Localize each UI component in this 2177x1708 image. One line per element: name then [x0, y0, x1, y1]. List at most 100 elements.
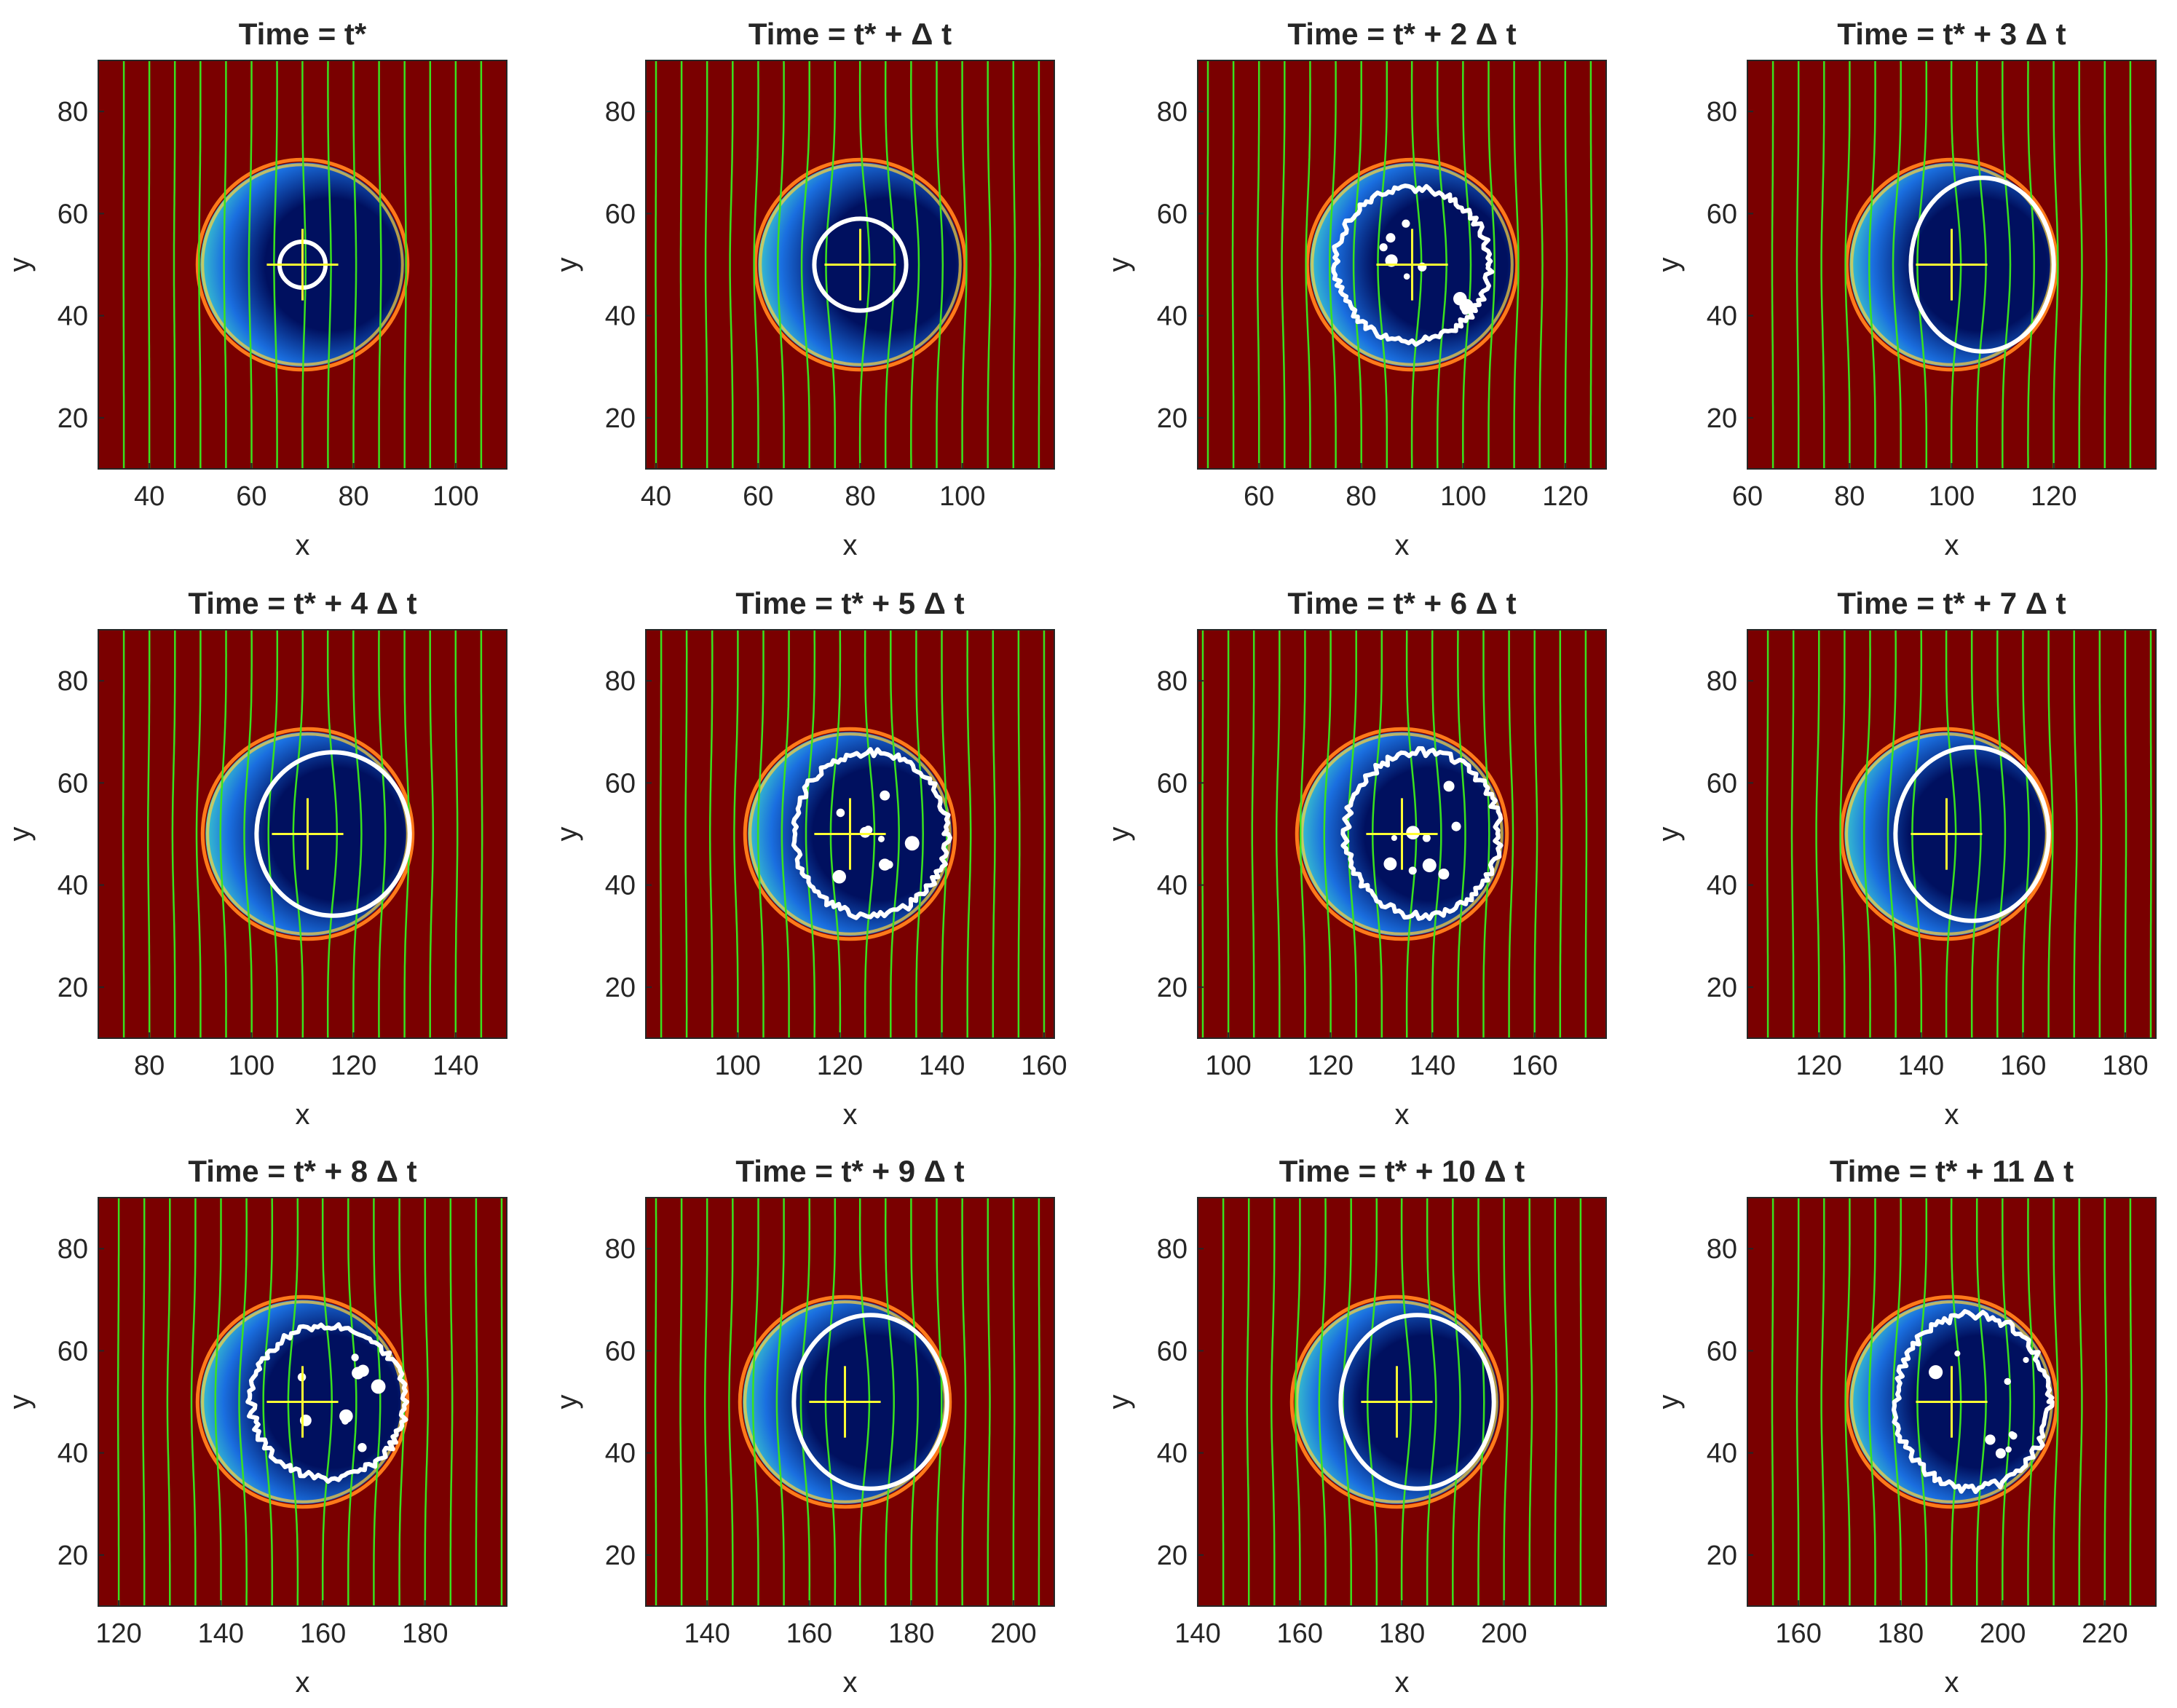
- y-tick-label: 40: [58, 301, 88, 332]
- streamline: [1275, 630, 1281, 1038]
- interface-fragment: [836, 808, 845, 818]
- subplot-title: Time = t*: [239, 17, 367, 51]
- y-tick-label: 20: [1157, 403, 1188, 434]
- plot-area: [98, 1198, 507, 1606]
- streamline: [756, 630, 764, 1038]
- interface-fragment: [1408, 866, 1417, 875]
- subplot-3: 60 80 100 120 20 40 60 80 Time = t* + 2 Δ t x y: [1103, 17, 1607, 561]
- y-tick-label: 60: [58, 768, 88, 799]
- x-tick-label: 100: [1205, 1051, 1251, 1081]
- x-tick-label: 120: [817, 1051, 863, 1081]
- interface-fragment: [1443, 780, 1455, 792]
- y-tick-label: 60: [1157, 199, 1188, 229]
- streamline: [262, 1198, 274, 1606]
- y-tick-label: 80: [1157, 97, 1188, 127]
- particle-outer-rim: [1295, 727, 1509, 941]
- streamline: [890, 630, 900, 1038]
- streamline: [961, 1198, 967, 1606]
- interface-contour: [1338, 1313, 1496, 1491]
- interface-fragment: [1406, 826, 1420, 840]
- interface-fragment: [864, 826, 873, 834]
- streamline: [1251, 630, 1255, 1038]
- streamline: [1294, 1198, 1301, 1606]
- streamline: [352, 60, 357, 469]
- y-tick-label: 20: [1157, 1541, 1188, 1571]
- x-axis-label: x: [1945, 1667, 1959, 1699]
- y-tick-label: 60: [1707, 1336, 1737, 1367]
- particle-outer-rim: [1844, 157, 2059, 372]
- interface-fragment: [1438, 869, 1450, 880]
- y-tick-label: 40: [605, 871, 636, 901]
- interface-contour: [791, 747, 952, 920]
- subplot-title: Time = t* + 10 Δ t: [1279, 1154, 1525, 1188]
- x-tick-label: 60: [743, 481, 773, 512]
- streamline: [1329, 60, 1337, 469]
- y-tick-label: 80: [605, 1234, 636, 1265]
- x-tick-label: 160: [1021, 1051, 1067, 1081]
- x-axis-label: x: [296, 529, 310, 561]
- streamline: [2073, 630, 2078, 1038]
- streamline: [1508, 630, 1514, 1038]
- x-tick-label: 220: [2082, 1618, 2127, 1649]
- x-tick-label: 140: [1410, 1051, 1455, 1081]
- streamline: [378, 60, 382, 469]
- y-tick-label: 80: [58, 1234, 88, 1265]
- streamline: [1844, 60, 1851, 469]
- y-tick-label: 40: [1157, 871, 1188, 901]
- streamline: [238, 1198, 248, 1606]
- y-tick-label: 60: [1157, 1336, 1188, 1367]
- particle-outer-rim: [1289, 1294, 1504, 1509]
- streamline: [1352, 60, 1362, 469]
- streamline: [654, 1198, 657, 1606]
- subplot-title: Time = t* + 4 Δ t: [188, 586, 416, 620]
- x-tick-label: 40: [641, 481, 671, 512]
- x-axis-label: x: [843, 529, 858, 561]
- streamline: [1559, 630, 1562, 1038]
- x-tick-label: 120: [1308, 1051, 1354, 1081]
- particle-outer-rim: [1305, 157, 1520, 372]
- streamline: [449, 1198, 454, 1606]
- streamline: [195, 630, 202, 1038]
- subplot-4: 60 80 100 120 20 40 60 80 Time = t* + 3 Δ t x y: [1653, 17, 2157, 561]
- streamline: [1206, 60, 1209, 469]
- y-tick-label: 20: [1157, 973, 1188, 1003]
- streamline: [987, 60, 992, 469]
- streamline: [403, 60, 407, 469]
- streamline: [1221, 1198, 1225, 1606]
- streamline: [1584, 630, 1588, 1038]
- streamline: [116, 1198, 120, 1606]
- interface-fragment: [1954, 1351, 1961, 1357]
- streamline: [223, 60, 227, 469]
- x-axis-label: x: [843, 1667, 858, 1699]
- interface-fragment: [877, 835, 885, 842]
- interface-fragment: [1451, 821, 1461, 831]
- streamline: [729, 60, 734, 469]
- streamline: [659, 630, 663, 1038]
- x-axis-label: x: [1395, 529, 1410, 561]
- streamline: [173, 60, 176, 469]
- streamline: [751, 1198, 759, 1606]
- streamline: [171, 630, 176, 1038]
- x-axis-label: x: [296, 1667, 310, 1699]
- subplot-10: 140 160 180 200 20 40 60 80 Time = t* + 9 Δ t x y: [551, 1154, 1055, 1699]
- streamline: [1790, 630, 1795, 1038]
- streamline: [352, 630, 363, 1038]
- streamline: [1318, 1198, 1327, 1606]
- streamline: [2124, 630, 2127, 1038]
- y-tick-label: 80: [605, 97, 636, 127]
- streamline: [936, 1198, 943, 1606]
- x-tick-label: 140: [919, 1051, 965, 1081]
- particle-outer-rim: [753, 157, 968, 372]
- streamline: [704, 60, 708, 469]
- y-tick-label: 60: [605, 1336, 636, 1367]
- streamline: [248, 60, 253, 469]
- streamline: [1452, 1198, 1461, 1606]
- streamline: [1038, 1198, 1040, 1606]
- streamline: [781, 630, 790, 1038]
- streamline: [655, 60, 657, 469]
- streamline: [1038, 60, 1041, 469]
- y-tick-label: 80: [1707, 1234, 1737, 1265]
- streamline: [799, 1198, 811, 1606]
- streamline: [1589, 60, 1593, 469]
